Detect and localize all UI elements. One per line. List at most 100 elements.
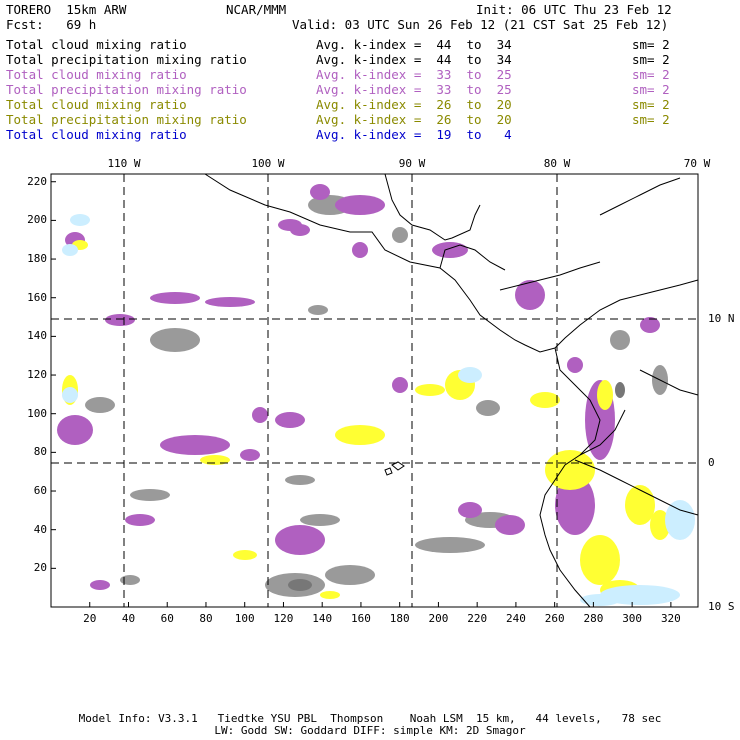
model-info: Model Info: V3.3.1 Tiedtke YSU PBL Thomp… [78,712,662,725]
cloud-blob [597,380,613,410]
x-tick-label: 120 [273,612,294,625]
legend-kindex: Avg. k-index = 44 to 34 [316,52,512,67]
cloud-blob [90,580,110,590]
cloud-blob [580,535,620,585]
cloud-blob [85,397,115,413]
x-tick-label: 260 [544,612,565,625]
cloud-blob [130,489,170,501]
cloud-blob [70,214,90,226]
cloud-blob [458,367,482,383]
cloud-blob [476,400,500,416]
legend-kindex: Avg. k-index = 44 to 34 [316,37,512,52]
x-tick-label: 240 [505,612,526,625]
x-tick-label: 60 [160,612,174,625]
y-tick-label: 20 [33,561,47,575]
cloud-blob [150,328,200,352]
legend-field: Total precipitation mixing ratio [6,52,247,67]
legend-sm: sm= 2 [632,97,670,112]
y-tick-label: 160 [27,290,47,304]
cloud-blob [275,525,325,555]
x-tick-label: 220 [467,612,488,625]
legend-field: Total precipitation mixing ratio [6,112,247,127]
cloud-blob [567,357,583,373]
legend-sm: sm= 2 [632,37,670,52]
lat-label: 0 [708,456,715,469]
x-tick-label: 160 [351,612,371,625]
lon-label: 90 W [398,157,426,170]
coastline [554,279,699,349]
cloud-blob [320,591,340,599]
cloud-blob [120,575,140,585]
cloud-fields [57,184,695,606]
legend-sm: sm= 2 [632,82,670,97]
cloud-blob [335,195,385,215]
y-tick-label: 120 [27,368,47,382]
coastline [579,409,626,456]
legend-sm: sm= 2 [632,52,670,67]
cloud-blob [290,224,310,236]
cloud-blob [625,485,655,525]
cloud-blob [458,502,482,518]
cloud-blob [432,242,468,258]
x-tick-label: 180 [389,612,410,625]
coastline [539,347,601,608]
cloud-blob [392,227,408,243]
cloud-blob [325,565,375,585]
x-tick-label: 320 [660,612,681,625]
cloud-blob [240,449,260,461]
lon-label: 70 W [683,157,711,170]
lon-label: 80 W [543,157,571,170]
cloud-blob [62,387,78,403]
x-tick-label: 140 [312,612,333,625]
legend-sm: sm= 2 [632,112,670,127]
cloud-blob [150,292,200,304]
cloud-blob [530,392,560,408]
legend-kindex: Avg. k-index = 33 to 25 [316,82,512,97]
cloud-blob [160,435,230,455]
cloud-blob [640,317,660,333]
legend-kindex: Avg. k-index = 26 to 20 [316,97,512,112]
cloud-blob [415,384,445,396]
cloud-blob [310,184,330,200]
coastline [384,467,393,476]
x-tick-label: 20 [83,612,97,625]
y-tick-label: 200 [27,213,47,227]
cloud-blob [300,514,340,526]
cloud-blob [288,579,312,591]
y-tick-label: 220 [27,174,47,188]
legend-kindex: Avg. k-index = 26 to 20 [316,112,512,127]
cloud-blob [285,475,315,485]
legend-field: Total cloud mixing ratio [6,127,187,142]
lat-label: 10 S [708,600,735,613]
model-title: TORERO 15km ARW [6,2,127,17]
lon-label: 110 W [107,157,141,170]
y-tick-label: 100 [27,406,47,420]
coastline [384,173,481,241]
legend-kindex: Avg. k-index = 19 to 4 [316,127,512,142]
lat-label: 10 N [708,312,735,325]
cloud-blob [352,242,368,258]
legend-field: Total cloud mixing ratio [6,37,187,52]
y-tick-label: 80 [33,445,47,459]
init-time: Init: 06 UTC Thu 23 Feb 12 [476,2,672,17]
cloud-blob [308,305,328,315]
cloud-blob [62,244,78,256]
cloud-blob [233,550,257,560]
x-tick-label: 100 [234,612,255,625]
y-tick-label: 140 [27,329,47,343]
cloud-blob [615,382,625,398]
cloud-blob [515,280,545,310]
legend-sm: sm= 2 [632,67,670,82]
legend-field: Total cloud mixing ratio [6,67,187,82]
x-tick-label: 200 [428,612,449,625]
legend-kindex: Avg. k-index = 33 to 25 [316,67,512,82]
cloud-blob [205,297,255,307]
coastline [204,173,556,353]
valid-time: Valid: 03 UTC Sun 26 Feb 12 (21 CST Sat … [292,17,669,32]
model-physics: LW: Godd SW: Goddard DIFF: simple KM: 2D… [214,724,526,737]
coastline [574,459,699,516]
map-frame [50,173,699,608]
cloud-blob [415,537,485,553]
cloud-blob [555,475,595,535]
